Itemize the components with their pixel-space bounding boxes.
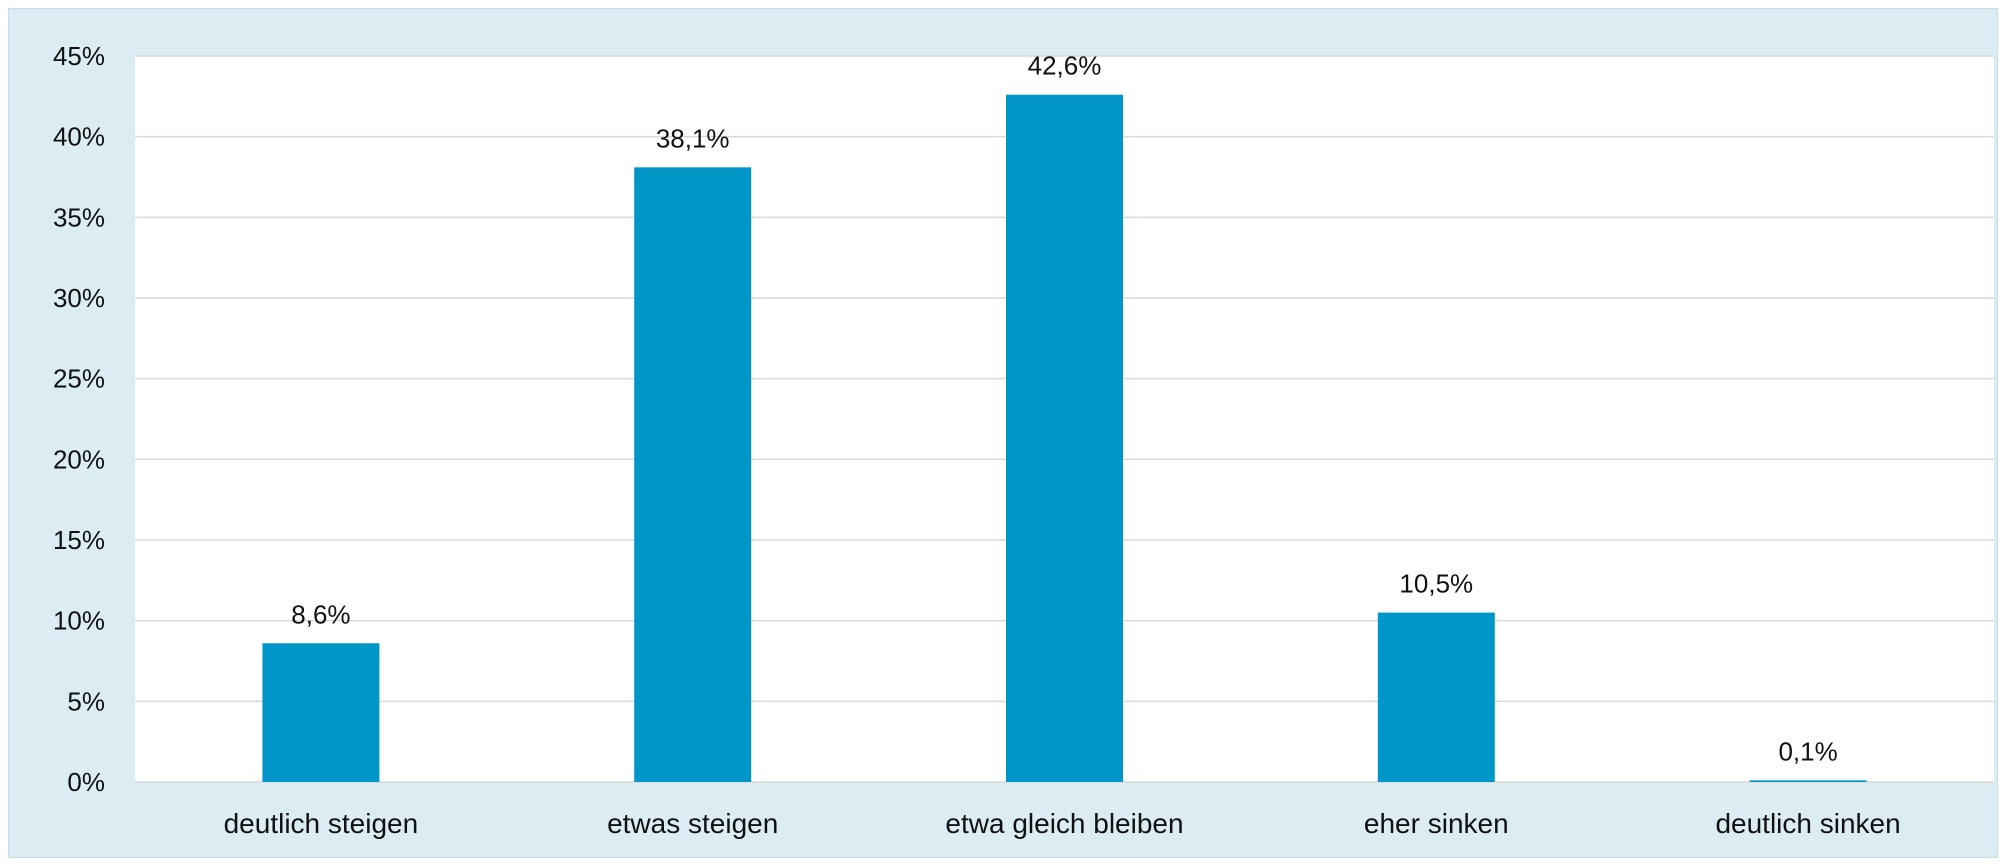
data-label: 42,6%: [1028, 51, 1102, 81]
x-axis-category-labels: deutlich steigen etwas steigen etwa gleich…: [224, 808, 1901, 839]
y-tick-label: 10%: [53, 606, 105, 636]
y-tick-label: 35%: [53, 202, 105, 232]
x-category-label: eher sinken: [1364, 808, 1509, 839]
x-category-label: etwa gleich bleiben: [945, 808, 1183, 839]
x-category-label: deutlich sinken: [1715, 808, 1900, 839]
y-tick-label: 0%: [67, 767, 105, 797]
y-tick-label: 15%: [53, 525, 105, 555]
y-axis-tick-labels: 0% 5% 10% 15% 20% 25% 30% 35% 40% 45%: [53, 41, 105, 797]
bar: [1377, 612, 1495, 782]
x-category-label: etwas steigen: [607, 808, 778, 839]
data-label: 8,6%: [291, 599, 350, 629]
y-tick-label: 45%: [53, 41, 105, 71]
bar: [1749, 780, 1867, 782]
y-tick-label: 20%: [53, 444, 105, 474]
y-tick-label: 25%: [53, 364, 105, 394]
bar: [262, 643, 380, 782]
data-label: 38,1%: [656, 123, 730, 153]
bar: [634, 167, 752, 782]
data-labels: 8,6% 38,1% 42,6% 10,5% 0,1%: [291, 51, 1837, 767]
data-label: 10,5%: [1399, 569, 1473, 599]
bar: [1006, 94, 1123, 783]
bars: [262, 94, 1867, 783]
y-tick-label: 40%: [53, 122, 105, 152]
data-label: 0,1%: [1778, 736, 1837, 766]
y-tick-label: 30%: [53, 283, 105, 313]
y-tick-label: 5%: [67, 686, 105, 716]
x-category-label: deutlich steigen: [224, 808, 419, 839]
